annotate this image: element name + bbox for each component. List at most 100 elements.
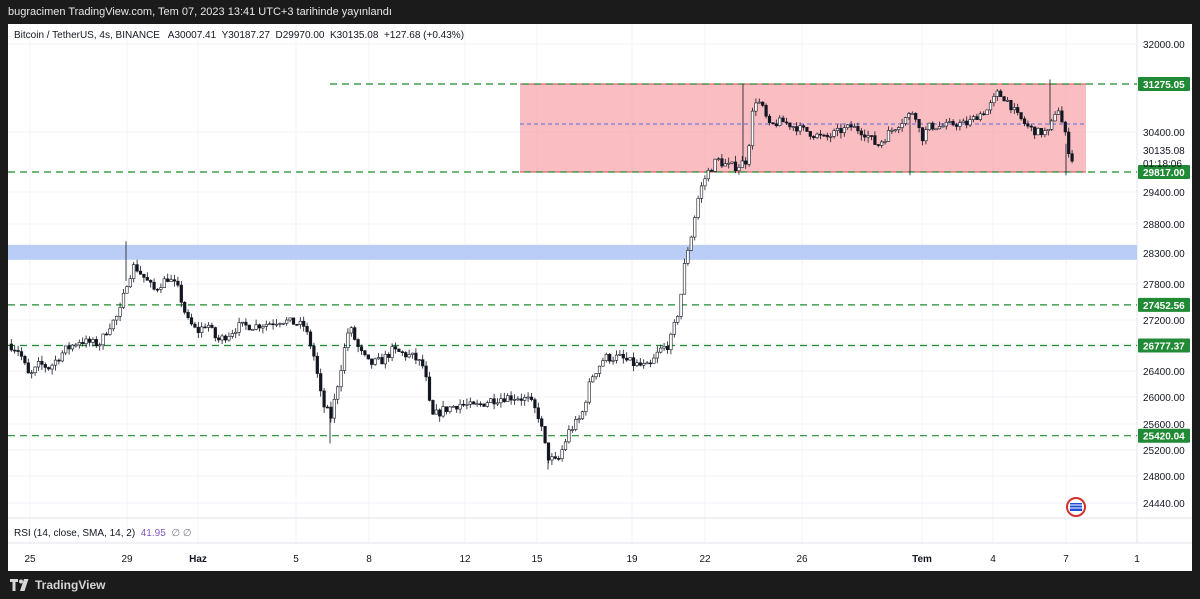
candle-body xyxy=(852,126,857,128)
candle xyxy=(577,415,581,424)
candle-body xyxy=(975,116,979,120)
candle xyxy=(138,266,143,275)
candle xyxy=(706,167,710,182)
candle-body xyxy=(414,352,418,361)
candle-body xyxy=(359,346,364,351)
candle xyxy=(489,397,493,403)
price-tick-label: 32000.00 xyxy=(1143,40,1185,51)
candle xyxy=(77,339,81,349)
time-tick-label: 26 xyxy=(796,554,808,565)
candle-body xyxy=(101,333,105,346)
candle xyxy=(213,326,217,342)
candle-body xyxy=(274,323,279,326)
candle xyxy=(410,352,415,359)
candle xyxy=(155,288,160,293)
candle-body xyxy=(1036,128,1040,136)
candle xyxy=(733,155,738,174)
candle-body xyxy=(213,327,217,339)
candle xyxy=(1056,107,1061,115)
tradingview-logo[interactable]: TradingView xyxy=(10,578,105,592)
current-price-label: 30135.08 xyxy=(1143,146,1185,157)
candle-body xyxy=(655,351,659,359)
candle xyxy=(550,452,554,466)
candle-body xyxy=(366,354,370,360)
candle xyxy=(699,182,704,203)
legend-change: +127.68 (+0.43%) xyxy=(383,30,465,41)
candle xyxy=(40,355,44,370)
candle-body xyxy=(1022,118,1027,124)
candle-body xyxy=(699,185,704,199)
candle-body xyxy=(1063,121,1067,133)
candle-body xyxy=(720,158,724,167)
candle xyxy=(145,272,149,281)
price-tick-label: 26400.00 xyxy=(1143,367,1185,378)
candle xyxy=(319,368,323,397)
candle xyxy=(461,399,466,407)
candle xyxy=(557,455,561,461)
candle xyxy=(87,336,92,347)
candle-body xyxy=(81,342,85,345)
candle xyxy=(251,328,255,331)
candle xyxy=(927,122,931,131)
candle-body xyxy=(264,323,268,327)
candle-body xyxy=(349,327,353,334)
rsi-legend: RSI (14, close, SMA, 14, 2) 41.95 ∅ ∅ xyxy=(14,528,192,539)
time-tick-label: 4 xyxy=(990,554,996,565)
candle-body xyxy=(631,357,636,367)
candle-body xyxy=(978,113,982,120)
candle-body xyxy=(526,396,530,399)
price-tick-label: 27200.00 xyxy=(1143,316,1185,327)
candle-body xyxy=(832,130,836,137)
candle-body xyxy=(849,124,853,128)
candle xyxy=(842,124,846,137)
candle xyxy=(944,118,948,130)
candle-body xyxy=(1016,107,1020,113)
candle xyxy=(832,128,836,139)
time-tick-label: 25 xyxy=(24,554,36,565)
candle xyxy=(108,323,112,336)
candle xyxy=(424,361,428,382)
price-chart[interactable]: 24440.00 24800.00 25200.00 25600.00 26000.00… xyxy=(8,24,1192,571)
candle-body xyxy=(842,127,846,134)
candle-body xyxy=(438,409,442,417)
candle xyxy=(26,358,30,374)
candle xyxy=(230,329,234,339)
candle xyxy=(720,153,724,168)
candle-body xyxy=(478,403,483,406)
candle xyxy=(591,374,595,383)
candle xyxy=(584,400,588,416)
candle-body xyxy=(1026,123,1030,127)
time-tick-label: 12 xyxy=(459,554,471,565)
candle-body xyxy=(652,357,656,364)
candle xyxy=(179,281,183,308)
candle-body xyxy=(380,357,384,365)
candle xyxy=(132,261,136,283)
candle-body xyxy=(57,359,61,362)
candle-body xyxy=(965,120,969,126)
candle xyxy=(30,369,34,379)
candle xyxy=(1016,103,1020,116)
candle xyxy=(563,438,568,452)
chart-frame[interactable]: 24440.00 24800.00 25200.00 25600.00 26000.00… xyxy=(8,24,1192,571)
candle xyxy=(886,126,891,142)
time-axis: 25 29 Haz 5 8 12 15 19 22 26 Tem 4 7 1 xyxy=(24,554,1140,565)
candle xyxy=(400,350,404,357)
candle xyxy=(526,392,530,403)
candle xyxy=(509,391,513,405)
level-badge-bg xyxy=(1138,165,1190,179)
candle xyxy=(587,378,591,405)
candle-body xyxy=(159,287,163,290)
candle-body xyxy=(642,363,646,366)
candle-body xyxy=(499,398,503,404)
candle-body xyxy=(825,134,829,138)
candle xyxy=(846,123,850,130)
candle-body xyxy=(536,407,540,420)
candle xyxy=(115,315,119,326)
candle xyxy=(954,122,959,131)
candle xyxy=(376,353,381,360)
candle-body xyxy=(910,113,914,115)
candle-body xyxy=(485,402,489,407)
level-badge-label: 29817.00 xyxy=(1143,168,1185,179)
candle-body xyxy=(900,123,904,128)
candle-body xyxy=(873,135,877,145)
